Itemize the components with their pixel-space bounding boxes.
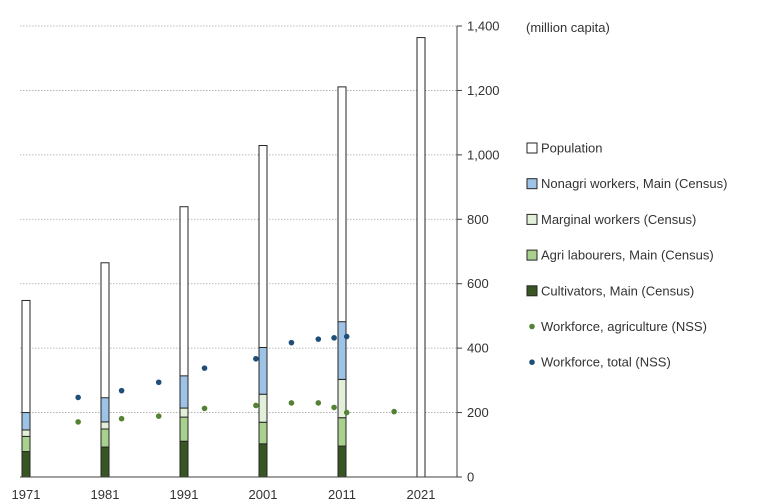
point-agri-nss bbox=[253, 402, 259, 409]
y-tick-label: 1,400 bbox=[467, 19, 500, 34]
unit-label: (million capita) bbox=[526, 20, 610, 35]
bar-agri-labourers-2011 bbox=[337, 417, 347, 447]
y-axis: 0 200 400 600 800 1,000 1,200 1,400 bbox=[20, 19, 500, 485]
y-tick-label: 200 bbox=[467, 405, 489, 420]
bar-agri-labourers-1981 bbox=[100, 428, 110, 448]
point-total-nss bbox=[315, 336, 322, 342]
legend-item: Marginal workers (Census) bbox=[526, 212, 696, 227]
bar-1971 bbox=[21, 299, 31, 478]
bar-1981 bbox=[100, 262, 110, 478]
bar-cultivators-2011 bbox=[337, 445, 347, 478]
nss-points bbox=[75, 333, 397, 425]
bar-agri-labourers-1991 bbox=[179, 416, 189, 442]
point-agri-nss bbox=[75, 419, 81, 425]
bar-nonagri-1991 bbox=[179, 375, 189, 409]
point-total-nss bbox=[201, 365, 208, 371]
x-tick-label: 1981 bbox=[91, 487, 120, 502]
legend-label: Nonagri workers, Main (Census) bbox=[541, 176, 727, 191]
legend-item: Population bbox=[526, 141, 602, 156]
bar-2001 bbox=[258, 145, 268, 478]
y-tick-label: 400 bbox=[467, 341, 489, 356]
y-tick-label: 800 bbox=[467, 212, 489, 227]
x-tick-label: 2001 bbox=[249, 487, 278, 502]
bar-2011 bbox=[337, 86, 347, 478]
bar-agri-labourers-1971 bbox=[21, 435, 31, 453]
legend-label: Workforce, agriculture (NSS) bbox=[541, 319, 707, 334]
point-total-nss bbox=[75, 394, 81, 401]
legend-marker bbox=[529, 359, 535, 366]
point-total-nss bbox=[155, 379, 162, 386]
point-agri-nss bbox=[118, 415, 125, 422]
point-agri-nss bbox=[315, 400, 322, 406]
legend-item: Nonagri workers, Main (Census) bbox=[526, 176, 727, 191]
legend-label: Cultivators, Main (Census) bbox=[541, 283, 694, 298]
legend-item: Agri labourers, Main (Census) bbox=[526, 248, 714, 263]
bar-marginal-1971 bbox=[21, 429, 31, 437]
legend-marker bbox=[529, 323, 535, 330]
bar-nonagri-2011 bbox=[337, 321, 347, 380]
gridlines bbox=[20, 25, 457, 413]
stacked-bars bbox=[21, 37, 426, 478]
y-tick-label: 0 bbox=[467, 470, 474, 485]
legend-label: Workforce, total (NSS) bbox=[541, 355, 671, 370]
point-total-nss bbox=[118, 387, 125, 394]
bar-cultivators-2001 bbox=[258, 443, 268, 478]
point-total-nss bbox=[331, 335, 337, 341]
bar-marginal-1991 bbox=[179, 407, 189, 418]
point-agri-nss bbox=[201, 405, 208, 412]
bar-nonagri-1981 bbox=[100, 397, 110, 423]
point-agri-nss bbox=[331, 404, 337, 411]
bar-marginal-1981 bbox=[100, 421, 110, 430]
y-tick-label: 1,200 bbox=[467, 83, 500, 98]
y-tick-label: 1,000 bbox=[467, 147, 500, 162]
legend-label: Population bbox=[541, 141, 602, 156]
legend-label: Marginal workers (Census) bbox=[541, 212, 696, 227]
legend-label: Agri labourers, Main (Census) bbox=[541, 248, 714, 263]
y-tick-label: 600 bbox=[467, 276, 489, 291]
point-total-nss bbox=[253, 355, 259, 362]
x-tick-label: 1971 bbox=[12, 487, 41, 502]
x-axis-labels: 1971 1981 1991 2001 2011 2021 bbox=[12, 487, 436, 502]
point-agri-nss bbox=[288, 400, 295, 406]
legend-item: Workforce, total (NSS) bbox=[529, 355, 671, 370]
x-tick-label: 2021 bbox=[407, 487, 436, 502]
legend-item: Cultivators, Main (Census) bbox=[526, 283, 694, 298]
bar-2021 bbox=[416, 37, 426, 478]
legend-swatch bbox=[526, 249, 538, 261]
point-agri-nss bbox=[391, 408, 397, 415]
legend-swatch bbox=[526, 142, 538, 154]
bar-cultivators-1981 bbox=[100, 446, 110, 478]
bar-1991 bbox=[179, 206, 189, 478]
legend-item: Workforce, agriculture (NSS) bbox=[529, 319, 707, 334]
point-total-nss bbox=[288, 339, 295, 346]
x-tick-label: 1991 bbox=[170, 487, 199, 502]
x-tick-label: 2011 bbox=[328, 487, 356, 502]
bar-population-2021 bbox=[416, 37, 426, 478]
point-agri-nss bbox=[343, 409, 350, 416]
bar-nonagri-1971 bbox=[21, 412, 31, 431]
point-agri-nss bbox=[155, 413, 162, 419]
bar-cultivators-1991 bbox=[179, 440, 189, 478]
point-total-nss bbox=[343, 333, 350, 340]
legend-swatch bbox=[526, 178, 538, 190]
bar-agri-labourers-2001 bbox=[258, 421, 268, 445]
bar-marginal-2001 bbox=[258, 393, 268, 423]
legend: Population Nonagri workers, Main (Census)… bbox=[526, 141, 727, 370]
legend-swatch bbox=[526, 285, 538, 297]
bar-cultivators-1971 bbox=[21, 451, 31, 478]
legend-swatch bbox=[526, 213, 538, 225]
bar-nonagri-2001 bbox=[258, 346, 268, 395]
